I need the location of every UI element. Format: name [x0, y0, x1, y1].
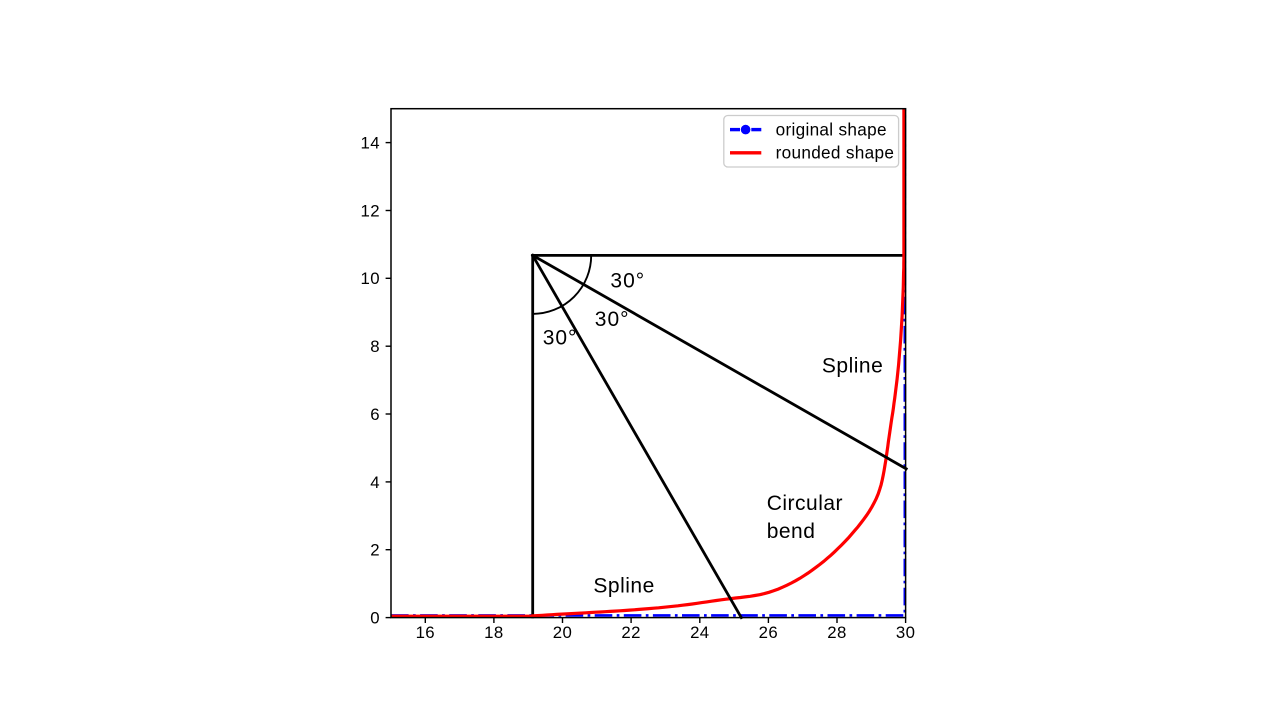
svg-text:14: 14 [361, 134, 380, 153]
svg-text:Circular: Circular [767, 492, 843, 515]
svg-text:28: 28 [827, 623, 846, 642]
svg-text:26: 26 [759, 623, 778, 642]
svg-text:original shape: original shape [776, 119, 887, 139]
svg-text:30: 30 [896, 623, 915, 642]
svg-text:12: 12 [361, 201, 380, 220]
svg-text:24: 24 [690, 623, 709, 642]
svg-text:6: 6 [370, 405, 380, 424]
svg-text:30°: 30° [595, 308, 630, 331]
svg-text:Spline: Spline [593, 575, 654, 598]
svg-text:30°: 30° [610, 269, 645, 292]
svg-text:Spline: Spline [822, 354, 883, 377]
svg-text:30°: 30° [543, 327, 578, 350]
svg-text:8: 8 [370, 337, 380, 356]
svg-text:0: 0 [370, 609, 380, 628]
svg-text:2: 2 [370, 541, 380, 560]
svg-text:10: 10 [361, 269, 380, 288]
svg-text:20: 20 [553, 623, 572, 642]
svg-text:4: 4 [370, 473, 380, 492]
svg-text:22: 22 [621, 623, 640, 642]
svg-text:bend: bend [767, 520, 816, 543]
svg-text:rounded shape: rounded shape [776, 143, 895, 163]
svg-text:18: 18 [484, 623, 503, 642]
svg-text:16: 16 [416, 623, 435, 642]
